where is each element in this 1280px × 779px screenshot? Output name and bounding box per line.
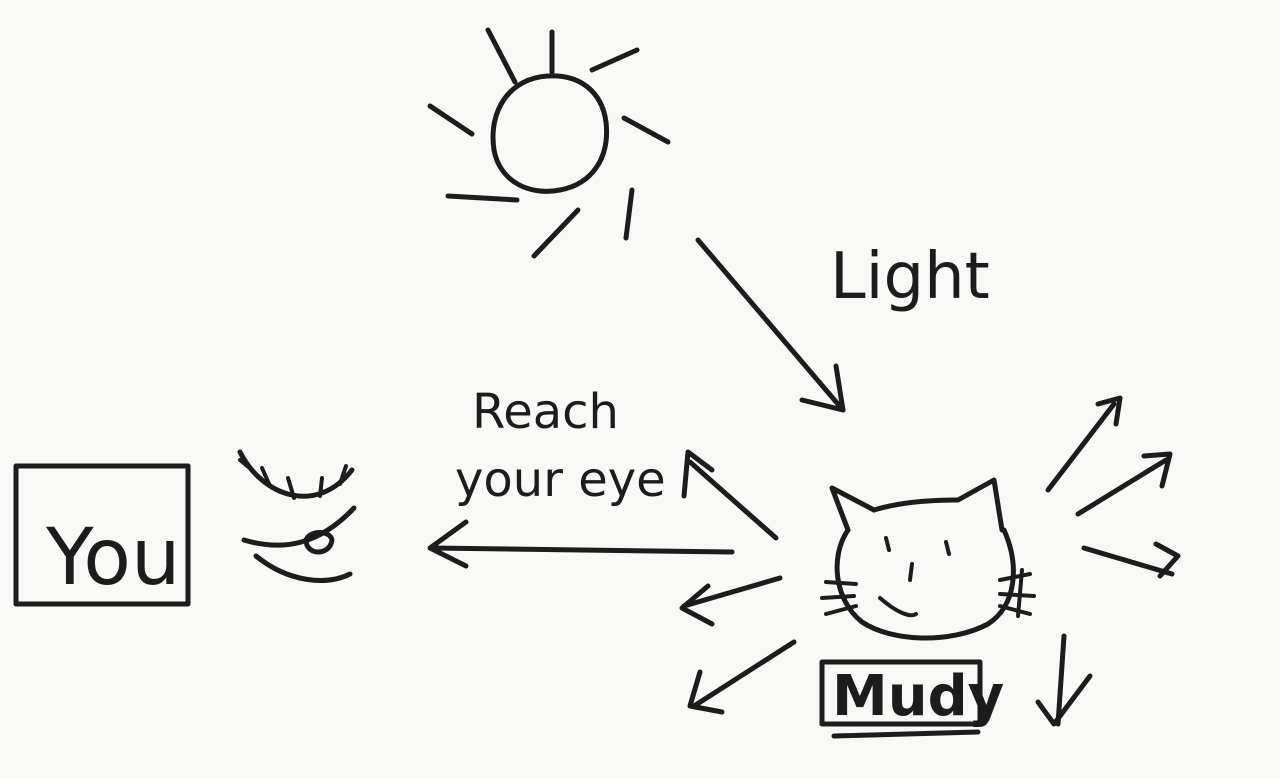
arrow-down-left [694, 642, 794, 706]
you-label: You [45, 513, 180, 603]
reflected-light-arrows [430, 398, 1178, 724]
sun-icon [430, 30, 668, 256]
reach-label-line2: your eye [455, 452, 666, 508]
arrow-up-right [1048, 404, 1114, 490]
arrow-up-left [690, 462, 776, 538]
cat-face-icon [822, 480, 1034, 638]
arrow-right-down [1084, 548, 1172, 574]
eye-icon [240, 452, 354, 580]
you-box: You [16, 466, 188, 604]
light-label: Light [830, 240, 990, 314]
arrow-to-eye [432, 548, 732, 552]
arrow-right [1078, 460, 1166, 514]
incoming-light-arrow [698, 240, 843, 410]
cat-name-label: Mudy [832, 664, 1004, 729]
reach-label-line1: Reach [472, 384, 619, 440]
cat-name-box: Mudy [822, 662, 1004, 736]
